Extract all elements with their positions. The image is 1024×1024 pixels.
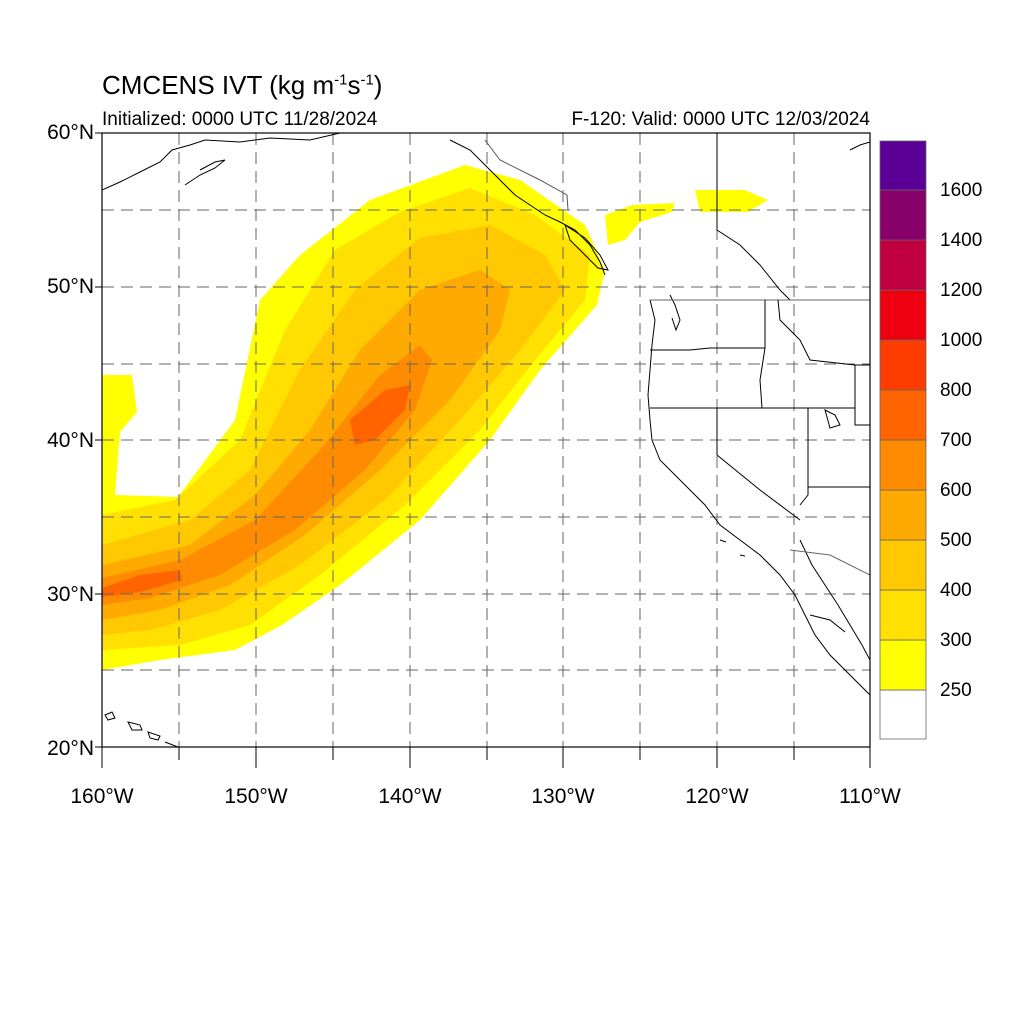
border-canada-alaska — [484, 139, 569, 211]
colorbar-swatch-250 — [879, 639, 927, 691]
colorbar-label-800: 800 — [940, 380, 972, 401]
left-major-ticks — [95, 132, 102, 748]
bottom-minor-ticks — [178, 747, 795, 760]
border-idaho-montana — [777, 299, 856, 366]
political-borders — [484, 133, 870, 633]
ivt-shading — [102, 165, 768, 670]
puget-sound — [669, 294, 681, 332]
lon-label-140w: 140°W — [378, 785, 442, 808]
lon-label-160w: 160°W — [70, 785, 134, 808]
axis-ticks — [95, 132, 871, 768]
lon-label-150w: 150°W — [224, 785, 288, 808]
initialized-time: Initialized: 0000 UTC 11/28/2024 — [102, 109, 378, 130]
ivt-700-region-2 — [102, 570, 182, 597]
lon-label-110w: 110°W — [839, 785, 901, 808]
ivt-700-region-1 — [350, 385, 410, 445]
valid-time: F-120: Valid: 0000 UTC 12/03/2024 — [571, 109, 870, 130]
hawaii-island-3 — [147, 731, 161, 741]
colorbar-label-1000: 1000 — [940, 330, 983, 351]
ivt-250-small-1 — [605, 203, 675, 245]
colorbar-swatch-600 — [879, 439, 927, 491]
colorbar-swatch-500 — [879, 489, 927, 541]
gulf-islands — [824, 409, 841, 429]
figure-title: CMCENS IVT (kg m-1s-1) — [102, 70, 383, 100]
panhandle-coast — [449, 139, 606, 276]
border-arizona-mexico — [809, 614, 846, 633]
colorbar-swatch-1200 — [879, 239, 927, 291]
colorbar-label-700: 700 — [940, 430, 972, 451]
colorbar-swatch-1000 — [879, 289, 927, 341]
colorbar-label-400: 400 — [940, 580, 972, 601]
border-wyoming — [854, 364, 870, 426]
colorbar-label-300: 300 — [940, 630, 972, 651]
lon-label-130w: 130°W — [531, 785, 595, 808]
colorbar-swatch-700 — [879, 389, 927, 441]
alaska-peninsula — [184, 159, 226, 186]
coastlines — [102, 133, 870, 747]
colorbar-label-1200: 1200 — [940, 280, 983, 301]
colorbar-label-250: 250 — [940, 680, 972, 701]
hawaii-island-2 — [127, 721, 143, 731]
northeast-coast — [849, 141, 870, 151]
colorbar-label-500: 500 — [940, 530, 972, 551]
border-california-nevada — [716, 408, 801, 521]
border-nevada-utah — [799, 408, 809, 506]
colorbar-swatch-1600 — [879, 140, 927, 191]
ivt-250-small-2 — [695, 190, 768, 212]
border-idaho — [759, 300, 766, 409]
lat-label-50n: 50°N — [47, 275, 94, 298]
colorbar-label-1400: 1400 — [940, 230, 983, 251]
lat-label-40n: 40°N — [47, 429, 94, 452]
colorbar — [879, 140, 927, 740]
hawaii-island-4 — [164, 741, 179, 747]
colorbar-swatch-300 — [879, 589, 927, 641]
colorbar-label-1600: 1600 — [940, 180, 983, 201]
colorbar-label-600: 600 — [940, 480, 972, 501]
border-us-mexico — [789, 549, 870, 576]
border-bc-alberta — [716, 133, 791, 301]
border-washington-oregon — [650, 347, 765, 351]
colorbar-swatch-400 — [879, 539, 927, 591]
colorbar-swatch-800 — [879, 339, 927, 391]
us-west-coast — [647, 299, 870, 696]
lat-label-30n: 30°N — [47, 583, 94, 606]
map-grid — [102, 133, 870, 747]
hawaii-island-1 — [104, 711, 116, 721]
colorbar-swatch-1400 — [879, 189, 927, 241]
baja-gulf-coast — [799, 539, 870, 661]
lat-label-20n: 20°N — [47, 737, 94, 760]
channel-islands — [719, 539, 746, 557]
vancouver-island — [564, 223, 609, 271]
bottom-major-ticks — [101, 747, 871, 768]
colorbar-swatch-below-250 — [879, 689, 927, 740]
alaska-coast — [102, 133, 341, 191]
lon-label-120w: 120°W — [685, 785, 749, 808]
lat-label-60n: 60°N — [47, 121, 94, 144]
